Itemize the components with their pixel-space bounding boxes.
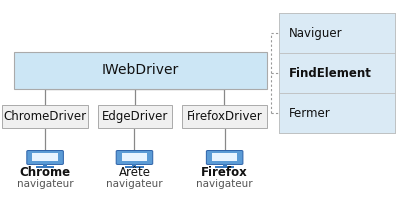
FancyBboxPatch shape [27, 150, 63, 164]
Bar [98, 105, 172, 128]
Text: Firefox: Firefox [201, 166, 248, 179]
Text: EdgeDriver: EdgeDriver [101, 110, 168, 123]
Bar [14, 52, 267, 89]
Bar [279, 93, 395, 133]
Bar [122, 153, 147, 161]
Text: FirefoxDriver: FirefoxDriver [187, 110, 262, 123]
Bar [279, 13, 395, 133]
FancyBboxPatch shape [116, 150, 153, 164]
Text: FindElement: FindElement [289, 67, 372, 80]
Text: navigateur: navigateur [17, 179, 73, 189]
Bar [2, 105, 88, 128]
Bar [215, 166, 234, 167]
Text: Fermer: Fermer [289, 107, 331, 120]
Bar [43, 164, 47, 166]
Bar [223, 164, 227, 166]
Bar [28, 162, 62, 164]
Bar [279, 13, 395, 53]
Bar [279, 53, 395, 93]
Text: IWebDriver: IWebDriver [102, 63, 179, 77]
Text: ChromeDriver: ChromeDriver [3, 110, 87, 123]
FancyBboxPatch shape [206, 150, 243, 164]
Text: navigateur: navigateur [196, 179, 253, 189]
Text: Naviguer: Naviguer [289, 27, 343, 40]
Bar [208, 162, 241, 164]
Bar [118, 162, 151, 164]
Bar [36, 166, 54, 167]
Bar [132, 164, 136, 166]
Bar [125, 166, 144, 167]
Text: navigateur: navigateur [106, 179, 163, 189]
Text: Chrome: Chrome [20, 166, 71, 179]
Bar [32, 153, 58, 161]
Bar [182, 105, 267, 128]
Text: Arête: Arête [119, 166, 150, 179]
Bar [212, 153, 237, 161]
